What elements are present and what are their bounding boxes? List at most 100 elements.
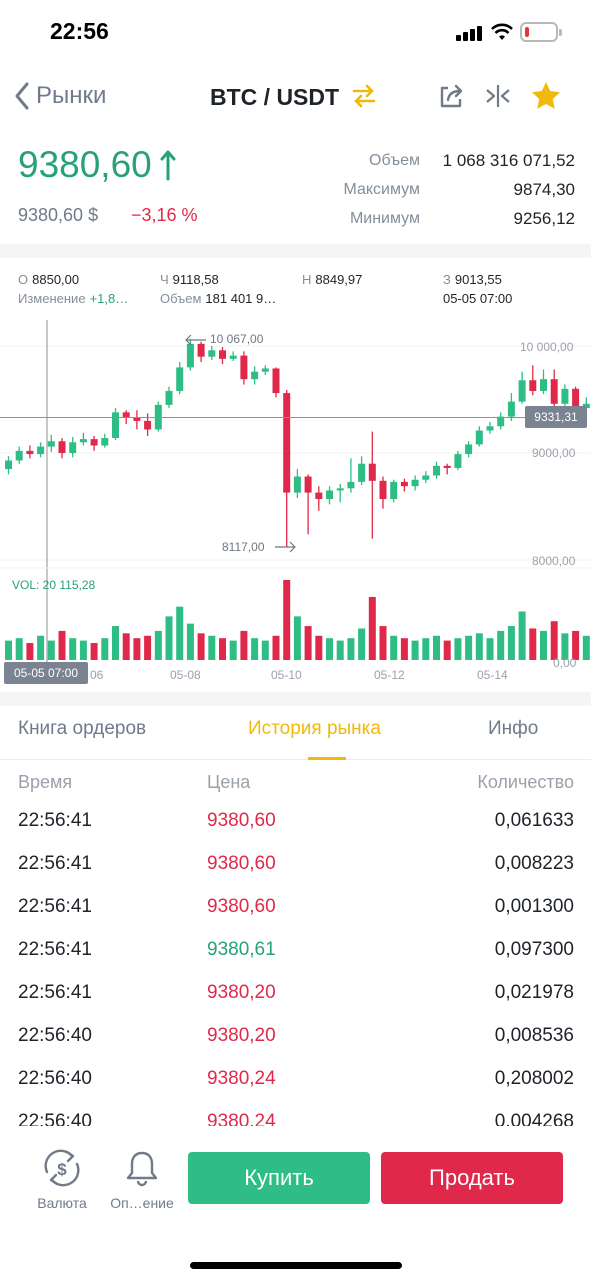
volume-bar <box>47 640 55 660</box>
buy-button[interactable]: Купить <box>188 1152 370 1204</box>
candle-body <box>176 367 184 391</box>
candle-body <box>582 403 590 409</box>
trade-quantity: 0,208002 <box>494 1068 574 1089</box>
stat-label: Минимум <box>349 209 420 227</box>
trade-price: 9380,20 <box>207 982 276 1003</box>
section-divider <box>0 692 591 706</box>
ohlc-close: Ч 9118,58 <box>160 272 219 287</box>
candle-body <box>411 479 419 487</box>
ohlc-key: Ч <box>160 272 169 287</box>
last-price: 9380,60 <box>18 144 176 186</box>
volume-bar <box>454 638 462 660</box>
volume-bar <box>58 630 66 660</box>
trade-row: 22:56:41 9380,60 0,061633 <box>0 804 591 847</box>
trade-quantity: 0,004268 <box>494 1111 574 1126</box>
volume-bar <box>15 638 23 660</box>
price-usd: 9380,60 $ <box>18 205 99 225</box>
wifi-icon <box>491 23 513 40</box>
volume-bar <box>283 580 291 660</box>
trade-price: 9380,24 <box>207 1068 276 1089</box>
tab-market-history[interactable]: История рынка <box>248 718 381 739</box>
trade-price: 9380,60 <box>207 896 276 917</box>
pair-title[interactable]: BTC / USDT <box>210 84 340 110</box>
compare-icon[interactable] <box>484 82 512 110</box>
ohlc-key: Н <box>302 272 312 287</box>
trade-time: 22:56:41 <box>18 853 92 874</box>
volume-bar <box>197 633 205 660</box>
trade-time: 22:56:41 <box>18 810 92 831</box>
candle-body <box>293 476 301 493</box>
price-alert-button[interactable]: Оп…ение <box>102 1148 182 1211</box>
volume-bar <box>368 596 376 660</box>
trade-time: 22:56:41 <box>18 982 92 1003</box>
volume-bar <box>422 638 430 660</box>
volume-bar <box>475 633 483 660</box>
ohlc-date: 05-05 07:00 <box>443 291 512 306</box>
x-axis-label: 06 <box>90 668 104 682</box>
sell-button[interactable]: Продать <box>381 1152 563 1204</box>
x-axis-label: 05-10 <box>271 668 302 682</box>
trade-quantity: 0,097300 <box>494 939 574 960</box>
back-button[interactable]: Рынки <box>14 78 106 114</box>
back-label: Рынки <box>36 82 107 109</box>
trade-row: 22:56:41 9380,60 0,008223 <box>0 847 591 890</box>
ohlc-key: О <box>18 272 29 287</box>
volume-bar <box>433 635 440 660</box>
y-axis-label: 8000,00 <box>532 554 576 568</box>
volume-bar <box>486 638 494 660</box>
tab-order-book[interactable]: Книга ордеров <box>18 718 147 739</box>
volume-bar <box>550 621 558 660</box>
candle-body <box>69 442 77 453</box>
trade-history-header: Время Цена Количество <box>0 768 591 804</box>
trade-quantity: 0,001300 <box>494 896 574 917</box>
trade-quantity: 0,008536 <box>494 1025 574 1046</box>
last-price-value: 9380,60 <box>18 144 152 185</box>
volume-bar <box>497 630 505 660</box>
candle-body <box>379 480 387 500</box>
candlestick-chart[interactable]: 10 000,00 9000,00 8000,00 0,00 06 05-08 … <box>0 320 591 692</box>
svg-text:$: $ <box>57 1160 67 1179</box>
volume-bar <box>561 633 569 660</box>
candle-body <box>79 439 87 443</box>
candle-body <box>390 481 398 500</box>
volume-bar <box>176 606 184 660</box>
header-qty: Количество <box>477 772 574 792</box>
candle-body <box>507 401 515 417</box>
volume-bar <box>90 643 98 660</box>
volume-axis-label: 0,00 <box>553 656 577 670</box>
volume-bar <box>518 611 526 660</box>
candle-body <box>90 439 98 446</box>
trade-history[interactable]: Время Цена Количество 22:56:41 9380,60 0,0… <box>0 768 591 1126</box>
volume-bar <box>229 640 237 660</box>
chevron-left-icon <box>15 82 29 110</box>
swap-pair-icon[interactable] <box>350 82 378 110</box>
ohlc-high: Н 8849,97 <box>302 272 362 287</box>
candle-body <box>572 388 580 409</box>
share-icon[interactable] <box>438 82 466 110</box>
top-nav: Рынки BTC / USDT <box>0 64 591 128</box>
volume-bar <box>26 643 34 660</box>
candle-body <box>347 481 355 489</box>
min-pointer <box>275 541 296 553</box>
trade-quantity: 0,021978 <box>494 982 574 1003</box>
candle-body <box>5 460 12 470</box>
currency-label: Валюта <box>37 1195 87 1211</box>
volume-bar <box>154 630 162 660</box>
chart-canvas[interactable] <box>0 320 591 692</box>
volume-bar <box>326 638 333 660</box>
favorite-star-icon[interactable] <box>530 80 562 112</box>
ohlc-open: О 8850,00 <box>18 272 79 287</box>
currency-button[interactable]: $ Валюта <box>22 1148 102 1211</box>
candle-body <box>272 368 280 394</box>
candle-body <box>400 481 408 487</box>
candle-body <box>529 380 537 391</box>
tab-info[interactable]: Инфо <box>488 718 539 739</box>
ohlc-info: О 8850,00 Ч 9118,58 Н 8849,97 З 9013,55 Изме… <box>0 268 591 312</box>
volume-bar <box>219 638 226 660</box>
volume-bar <box>379 626 387 660</box>
volume-bar <box>390 635 398 660</box>
trade-row: 22:56:40 9380,24 0,004268 <box>0 1105 591 1126</box>
volume-bar <box>165 616 173 660</box>
candle-body <box>133 417 141 421</box>
trade-price: 9380,24 <box>207 1111 276 1126</box>
